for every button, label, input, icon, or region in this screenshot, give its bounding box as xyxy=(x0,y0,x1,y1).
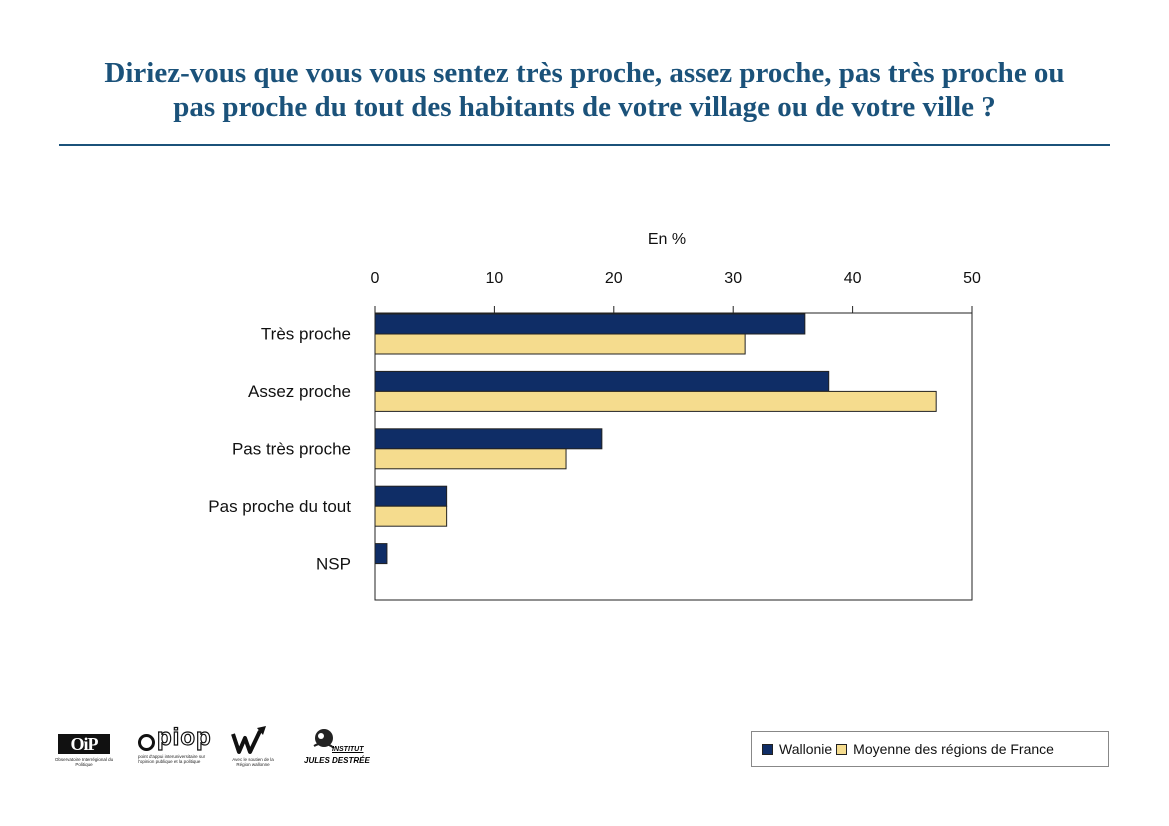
legend-swatch-wallonie xyxy=(762,743,773,755)
institut-label: INSTITUT xyxy=(332,746,364,753)
legend-swatch-france xyxy=(836,743,848,755)
legend-item-france: Moyenne des régions de France xyxy=(836,741,1054,757)
piop-logo-word: piop xyxy=(156,724,212,751)
category-label: Très proche xyxy=(261,325,351,344)
x-tick-label: 20 xyxy=(605,270,623,287)
bar-chart: En % 0 10 20 30 40 50 Très proche Assez proche Pa… xyxy=(208,231,981,601)
x-tick-label: 0 xyxy=(371,270,380,287)
title-line-1: Diriez-vous que vous vous sentez très pr… xyxy=(104,57,1065,89)
x-tick-label: 50 xyxy=(963,270,981,287)
x-tick-label: 30 xyxy=(724,270,742,287)
title-divider xyxy=(59,144,1110,146)
bar-wallonie xyxy=(374,485,448,507)
bar-wallonie xyxy=(374,543,388,565)
bar-france xyxy=(374,390,937,412)
oip-logo-mark: OiP xyxy=(58,734,110,754)
category-label: Pas proche du tout xyxy=(208,497,351,516)
piop-circle-icon xyxy=(138,734,155,751)
institut-name: JULES DESTRÉE xyxy=(304,756,370,765)
bar-france xyxy=(374,333,746,355)
axis-unit-label: En % xyxy=(648,231,686,248)
category-label: Pas très proche xyxy=(232,440,351,459)
chart-legend: Wallonie Moyenne des régions de France xyxy=(751,731,1109,767)
wallonia-logo: Avec le soutien de la Région wallonne xyxy=(230,726,280,767)
bar-wallonie xyxy=(374,428,603,450)
bar-france xyxy=(374,505,448,527)
chart-title: Diriez-vous que vous vous sentez très pr… xyxy=(40,56,1129,124)
bar-wallonie xyxy=(374,370,830,392)
bar-france xyxy=(374,448,567,470)
legend-label-france: Moyenne des régions de France xyxy=(853,741,1054,757)
category-label: NSP xyxy=(316,554,351,573)
category-label: Assez proche xyxy=(248,382,351,401)
oip-caption: Observatoire Interrégional du Politique xyxy=(54,757,114,767)
title-line-2: pas proche du tout des habitants de votr… xyxy=(173,91,996,123)
piop-caption: point d'appui interuniversitaire sur l'o… xyxy=(138,754,206,764)
logo-strip: OiP Observatoire Interrégional du Politi… xyxy=(55,724,388,776)
legend-item-wallonie: Wallonie xyxy=(762,741,832,757)
wallonia-caption: Avec le soutien de la Région wallonne xyxy=(232,757,274,767)
x-tick-label: 10 xyxy=(486,270,504,287)
bar-wallonie xyxy=(374,313,806,335)
legend-label-wallonie: Wallonie xyxy=(779,741,833,757)
wallonia-w-icon xyxy=(231,726,266,754)
x-tick-label: 40 xyxy=(844,270,862,287)
institut-emblem-icon xyxy=(313,729,335,749)
